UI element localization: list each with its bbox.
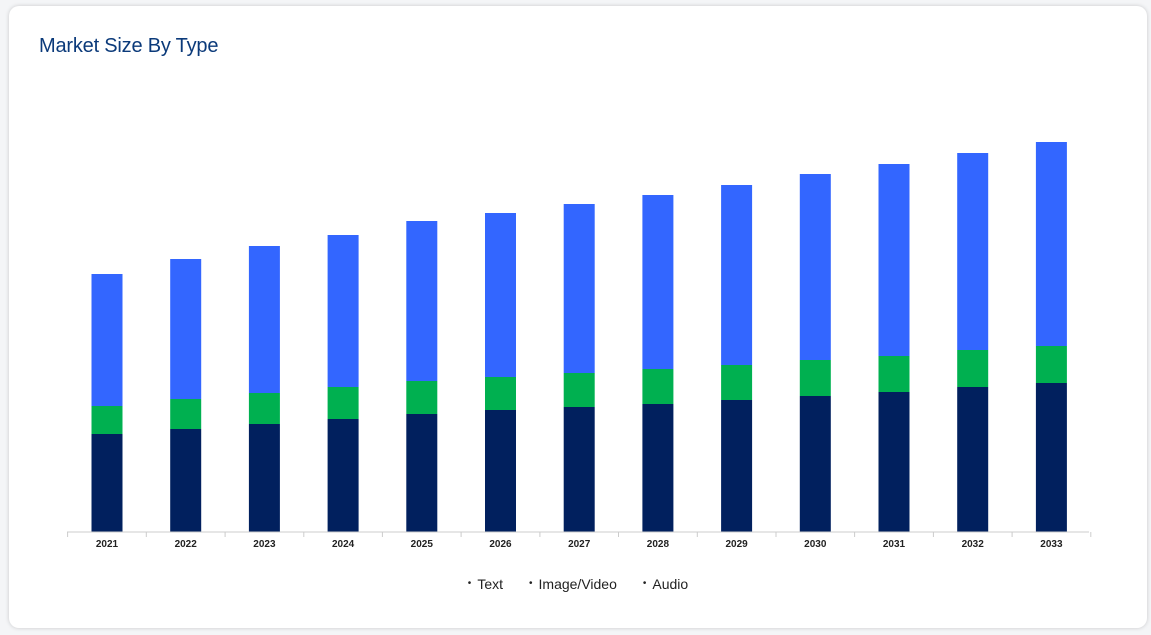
bar-image-video-2023 — [248, 393, 280, 424]
x-axis-ticks: 2021 2022 2023 2024 2025 2026 2027 2028 2029 2030… — [67, 532, 1092, 550]
chart-card: Market Size By Type 2021 2022 2023 2024 2025… — [9, 6, 1147, 628]
x-tick-label: 2026 — [489, 539, 512, 550]
stacked-bar-chart: 2021 2022 2023 2024 2025 2026 2027 2028 2029 2030… — [67, 142, 1092, 550]
legend-marker: • — [642, 578, 647, 589]
bar-image-video-2030 — [799, 360, 831, 396]
bar-text-2023 — [248, 424, 280, 532]
bar-audio-2025 — [406, 221, 438, 381]
legend-marker: • — [529, 578, 533, 589]
bar-text-2024 — [327, 419, 359, 532]
bar-image-video-2024 — [327, 387, 359, 419]
bar-group-2027 — [563, 204, 595, 532]
bars-layer — [91, 142, 1067, 532]
bar-image-video-2022 — [170, 399, 202, 429]
bar-image-video-2026 — [485, 377, 516, 410]
bar-image-video-2033 — [1035, 346, 1067, 383]
bar-group-2030 — [799, 174, 831, 532]
x-tick-label: 2022 — [175, 539, 198, 550]
x-tick-label: 2027 — [568, 539, 591, 550]
bar-audio-2021 — [91, 274, 123, 406]
bar-group-2031 — [878, 164, 910, 532]
bar-audio-2032 — [957, 153, 989, 350]
x-tick-label: 2031 — [883, 539, 906, 550]
bar-text-2033 — [1035, 383, 1067, 532]
bar-image-video-2029 — [721, 365, 753, 400]
bar-text-2025 — [406, 414, 438, 532]
legend-item-text[interactable]: • Text — [468, 576, 503, 592]
bar-image-video-2021 — [91, 406, 123, 434]
bar-audio-2023 — [248, 246, 280, 393]
bar-audio-2028 — [642, 195, 674, 369]
chart-title: Market Size By Type — [39, 35, 219, 57]
legend-label: Text — [477, 576, 503, 592]
bar-image-video-2032 — [957, 350, 989, 387]
chart-legend: • Text • Image/Video • Audio — [9, 576, 1147, 592]
bar-text-2029 — [721, 400, 753, 532]
bar-audio-2026 — [485, 213, 516, 377]
bar-group-2026 — [485, 213, 516, 532]
bar-text-2026 — [485, 410, 516, 532]
bar-audio-2033 — [1035, 142, 1067, 346]
bar-text-2028 — [642, 404, 674, 532]
bar-group-2033 — [1035, 142, 1067, 532]
bar-text-2032 — [957, 387, 989, 532]
legend-label: Image/Video — [538, 576, 617, 592]
x-tick-label: 2021 — [96, 539, 119, 550]
x-tick-label: 2023 — [253, 539, 276, 550]
bar-audio-2030 — [799, 174, 831, 360]
bar-group-2028 — [642, 195, 674, 532]
bar-audio-2027 — [563, 204, 595, 373]
bar-group-2025 — [406, 221, 438, 532]
x-tick-label: 2024 — [332, 539, 355, 550]
bar-group-2023 — [248, 246, 280, 532]
bar-group-2021 — [91, 274, 123, 532]
bar-text-2031 — [878, 392, 910, 532]
legend-item-audio[interactable]: • Audio — [643, 576, 688, 592]
bar-text-2030 — [799, 396, 831, 532]
x-tick-label: 2032 — [962, 539, 985, 550]
bar-audio-2029 — [721, 185, 753, 365]
bar-group-2024 — [327, 235, 359, 532]
legend-label: Audio — [652, 576, 689, 592]
bar-audio-2022 — [170, 259, 202, 399]
bar-group-2022 — [170, 259, 202, 532]
bar-group-2029 — [721, 185, 753, 532]
bar-text-2027 — [563, 407, 595, 532]
legend-marker: • — [467, 578, 472, 589]
bar-image-video-2031 — [878, 356, 910, 392]
x-tick-label: 2028 — [647, 539, 670, 550]
bar-group-2032 — [957, 153, 989, 532]
bar-image-video-2028 — [642, 369, 674, 404]
x-tick-label: 2033 — [1040, 539, 1063, 550]
legend-item-image-video[interactable]: • Image/Video — [529, 576, 617, 592]
bar-audio-2024 — [327, 235, 359, 387]
bar-text-2021 — [91, 434, 123, 532]
x-tick-label: 2029 — [725, 539, 748, 550]
bar-image-video-2025 — [406, 381, 438, 414]
x-tick-label: 2025 — [411, 539, 434, 550]
bar-image-video-2027 — [563, 373, 595, 407]
bar-audio-2031 — [878, 164, 910, 356]
x-tick-label: 2030 — [804, 539, 827, 550]
bar-text-2022 — [170, 429, 202, 532]
